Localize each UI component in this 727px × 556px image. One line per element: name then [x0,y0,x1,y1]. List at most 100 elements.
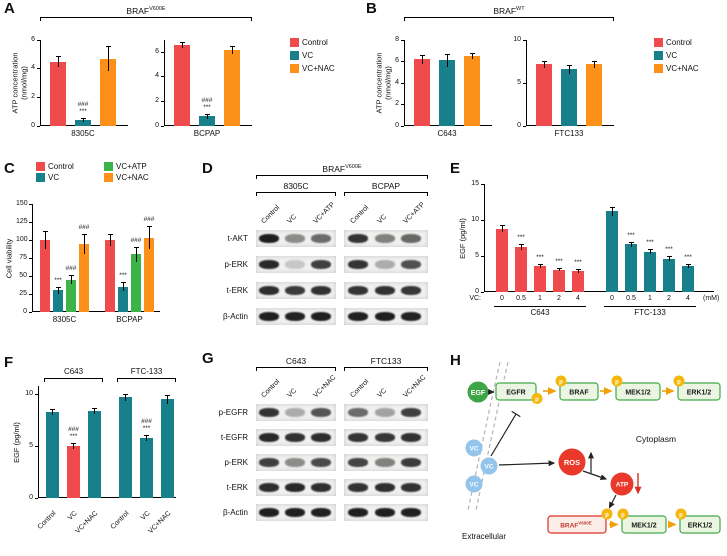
chart-egf-rescue: EGF (pg/ml) 0 5 10 Control ### *** VC VC+NAC C643… [8,366,176,552]
error-bar-cap [165,395,170,397]
y-tick-label: 10 [471,215,479,223]
error-bar [107,46,109,71]
blot-band [311,286,331,295]
bar-bcpap-vc-atp [131,254,141,312]
error-bar [231,45,233,55]
blot-image [256,454,336,471]
bracket-line [344,367,428,371]
blot-band [259,260,279,269]
blot-group-label: BCPAP [344,181,428,191]
error-bar-cap [469,52,475,54]
error-bar [539,263,541,269]
group-label: BCPAP [116,315,143,324]
bar-c643-vc [439,60,455,126]
y-tick-mark [481,183,484,185]
group-name: C643 [285,356,307,366]
y-tick-mark [401,39,404,41]
braf-label: BRAF [569,390,589,397]
error-bar [593,60,595,68]
bar-8305c-vc [75,120,91,126]
error-bar-cap [537,263,543,265]
blot-band [348,312,368,321]
blot-band [348,458,368,467]
blot-row-label: p-ERK [224,457,248,467]
vc-node [480,457,498,475]
legend-item-control: Control [654,38,699,47]
y-tick-mark [37,96,40,98]
error-bar [148,226,150,250]
significance-label: *** [517,234,525,242]
x-tick-label: 0 [500,295,504,302]
blot-band [285,458,305,467]
bar-bcpap-vc [199,116,215,126]
legend-swatch [654,64,663,73]
phospho-icon [673,375,685,387]
phospho-label: p [559,380,563,386]
phospho-label: p [605,513,609,519]
group-label: 8305C [52,315,77,324]
legend-item-vc: VC [654,51,699,60]
chart-atp-ftc133: 0 5 10 FTC133 [512,28,614,144]
y-tick-label: 0 [155,121,159,129]
ros-label: ROS [564,458,580,467]
error-bar-cap [444,53,450,55]
error-bar [649,249,651,255]
y-tick-label: 75 [19,253,27,261]
legend-swatch [36,162,45,171]
blot-band [285,312,305,321]
panel-d: D BRAFV600E 8305C BCPAP Control VC VC+ATP C… [198,160,446,352]
bar-ftc-133-0-5 [625,244,637,292]
panel-b-title-bracket: BRAFWT [404,4,614,21]
western-blot-g: Control VC VC+NAC Control VC VC+NAC p-EGFR t-EG… [198,370,446,540]
error-bar-cap [575,269,581,271]
bar-ftc-133-vc-nac [161,399,174,498]
error-bar-cap [146,226,152,228]
error-bar-cap [204,113,210,115]
vc-node [465,439,483,457]
error-bar-cap [55,56,61,58]
lane-label: VC [376,213,389,226]
y-tick-mark [35,445,38,447]
group-name: BCPAP [371,181,401,191]
title-text: BRAF [126,5,150,16]
blot-row-label: t-AKT [227,233,248,243]
error-bar-cap [609,207,615,209]
panel-b-title: BRAFWT [404,4,614,16]
y-tick-label: 2 [155,96,159,104]
x-tick-label: 0.5 [516,295,526,302]
bar-ftc133-vc-nac [586,64,602,126]
error-bar-cap [666,256,672,258]
blot-group-bracket-c643: C643 [256,356,336,371]
y-axis-label: EGF (pg/ml) [454,184,470,292]
y-tick-mark [401,82,404,84]
group-underline [494,306,586,307]
bar-c643-vc-nac [88,410,101,498]
group-underline [604,306,696,307]
bar-c643-1 [534,266,546,292]
phospho-icon [555,375,567,387]
bracket-line [344,192,428,196]
blot-group-bracket-bcpap: BCPAP [344,181,428,196]
egf-label: EGF [471,390,486,397]
error-bar-cap [42,231,48,233]
braf-v600e-label: BRAFV600E [560,521,592,530]
bar-bcpap-control [105,240,115,312]
blot-band [311,234,331,243]
error-bar [577,269,579,273]
significance-label: *** [684,253,692,261]
error-bar-cap [92,407,97,409]
blot-image [344,282,428,299]
blot-image [344,256,428,273]
legend-label: Control [48,162,74,171]
blot-band [259,508,279,517]
bracket-line [256,174,428,179]
title-text: BRAF [493,5,517,16]
braf-v600e-text: BRAF [560,523,578,530]
ros-node [558,448,586,476]
y-tick-label: 100 [16,235,28,243]
phospho-icon [617,508,629,520]
error-bar [82,118,84,123]
blot-band [375,260,395,269]
vc-label: VC [469,446,478,453]
chart-egf-dose-response: EGF (pg/ml) 0 5 10 15 0 *** 0.5 *** 1 *** 2 *** 4 C643… [454,172,720,350]
